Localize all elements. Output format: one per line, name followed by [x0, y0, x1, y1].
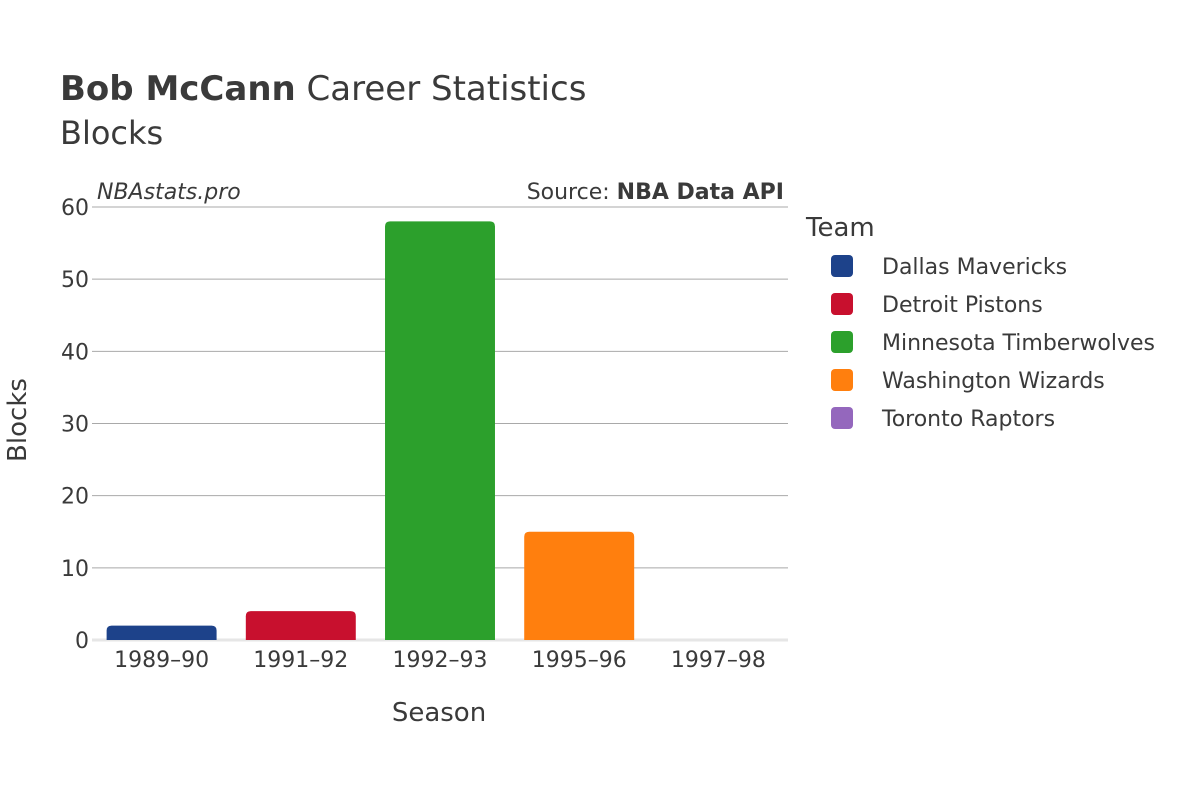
bar	[524, 531, 635, 640]
source-name: NBA Data API	[617, 180, 784, 205]
y-tick-labels: 0 10 20 30 40 50 60	[61, 196, 89, 654]
x-tick-label: 1989–90	[114, 648, 209, 673]
legend-swatch	[831, 255, 853, 277]
watermark: NBAstats.pro	[97, 180, 241, 205]
y-tick-label: 20	[61, 485, 89, 510]
y-tick-label: 10	[61, 557, 89, 582]
chart-title-player: Bob McCann	[60, 69, 296, 109]
y-tick-label: 30	[61, 413, 89, 438]
x-tick-label: 1992–93	[393, 648, 488, 673]
legend-label: Washington Wizards	[882, 369, 1105, 394]
legend-swatch	[831, 407, 853, 429]
y-tick-label: 60	[61, 196, 89, 221]
legend: Team Dallas Mavericks Detroit Pistons Minn…	[805, 213, 1155, 432]
legend-swatch	[831, 293, 853, 315]
legend-label: Minnesota Timberwolves	[882, 331, 1155, 356]
legend-swatch	[831, 369, 853, 391]
x-axis-title: Season	[392, 698, 486, 728]
chart-subtitle: Blocks	[60, 114, 163, 152]
legend-label: Toronto Raptors	[881, 407, 1055, 432]
y-tick-label: 40	[61, 340, 89, 365]
source-credit: Source: NBA Data API	[527, 180, 784, 205]
legend-label: Dallas Mavericks	[882, 255, 1067, 280]
x-tick-label: 1991–92	[253, 648, 348, 673]
legend-swatch	[831, 331, 853, 353]
x-tick-label: 1995–96	[532, 648, 627, 673]
chart-title-rest: Career Statistics	[296, 69, 587, 109]
bars	[106, 221, 635, 640]
y-axis-title: Blocks	[3, 378, 33, 462]
x-tick-labels: 1989–90 1991–92 1992–93 1995–96 1997–98	[114, 648, 766, 673]
bar	[385, 221, 495, 640]
legend-title: Team	[805, 213, 875, 243]
chart-title: Bob McCann Career Statistics	[60, 69, 586, 109]
source-prefix: Source:	[527, 180, 617, 205]
legend-label: Detroit Pistons	[882, 293, 1043, 318]
y-tick-label: 50	[61, 268, 89, 293]
x-tick-label: 1997–98	[671, 648, 766, 673]
bar	[106, 625, 217, 640]
y-tick-label: 0	[75, 629, 89, 654]
bar	[245, 611, 356, 640]
